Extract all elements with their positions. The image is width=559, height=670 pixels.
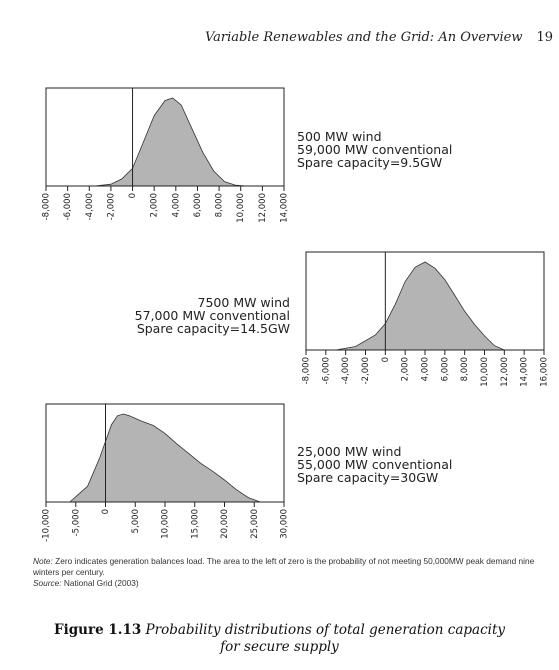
distribution-area [335,261,505,351]
tick-label: -6,000 [321,357,331,384]
panel-1-conventional: 59,000 MW conventional [297,142,453,157]
caption-text-1: Probability distributions of total gener… [145,622,505,638]
tick-label: 10,000 [161,509,171,539]
tick-label: 25,000 [250,509,260,539]
panel-1-wind: 500 MW wind [297,129,382,144]
chart-panel-1: -8,000 -6,000 -4,000 -2,000 0 2,000 4,000 6,000… [42,87,290,223]
tick-label: 14,000 [280,193,290,223]
tick-label: 6,000 [440,357,450,381]
note-text: Zero indicates generation balances load.… [33,556,535,577]
panel-3-conventional: 55,000 MW conventional [297,457,453,472]
tick-label: 2,000 [150,193,160,217]
caption-line-2: for secure supply [0,639,559,656]
panel-3-spare-capacity: Spare capacity=30GW [297,470,439,485]
panel-3-label: 25,000 MW wind 55,000 MW conventional Sp… [297,445,452,484]
panel-2-wind: 7500 MW wind [197,295,290,310]
tick-label: 10,000 [480,357,490,387]
tick-label: -8,000 [302,357,312,384]
tick-label: -8,000 [42,193,52,220]
tick-label: -4,000 [85,193,95,220]
tick-label: 20,000 [220,509,230,539]
tick-label: 0 [381,357,391,362]
note-label: Note: [33,556,53,566]
chart-panel-2: -8,000 -6,000 -4,000 -2,000 0 2,000 4,000 6,000… [302,251,550,387]
tick-label: 0 [101,509,111,514]
page-number: 19 [536,30,553,45]
panel-1-label: 500 MW wind 59,000 MW conventional Spare… [297,130,452,169]
source-label: Source: [33,578,62,588]
tick-label: -5,000 [71,509,81,536]
figure-label: Figure 1.13 [54,622,142,638]
note-line: Note: Zero indicates generation balances… [33,556,553,578]
tick-label: -4,000 [341,357,351,384]
panel-1-spare-capacity: Spare capacity=9.5GW [297,155,443,170]
tick-label: 0 [128,193,138,198]
caption-text-2: for secure supply [220,639,339,655]
tick-label: -10,000 [42,509,52,542]
figure-caption: Figure 1.13 Probability distributions of… [0,622,559,656]
tick-label: 10,000 [236,193,246,223]
tick-label: -6,000 [63,193,73,220]
tick-label: 15,000 [190,509,200,539]
panel-3-wind: 25,000 MW wind [297,444,402,459]
caption-line-1: Figure 1.13 Probability distributions of… [0,622,559,639]
tick-label: -2,000 [106,193,116,220]
tick-label: 2,000 [401,357,411,381]
tick-label: -2,000 [361,357,371,384]
chart-panel-3: -10,000 -5,000 0 5,000 10,000 15,000 20,000 25,… [42,403,290,542]
tick-label: 12,000 [258,193,268,223]
tick-label: 8,000 [215,193,225,217]
tick-label: 12,000 [500,357,510,387]
tick-label: 5,000 [131,509,141,533]
tick-label: 16,000 [540,357,550,387]
tick-label: 14,000 [520,357,530,387]
panel-2-label: 7500 MW wind 57,000 MW conventional Spar… [100,296,290,335]
tick-label: 4,000 [421,357,431,381]
panel-2-spare-capacity: Spare capacity=14.5GW [136,321,290,336]
tick-label: 6,000 [193,193,203,217]
running-title: Variable Renewables and the Grid: An Ove… [204,30,523,45]
panel-2-conventional: 57,000 MW conventional [134,308,290,323]
tick-label: 8,000 [460,357,470,381]
figure-note: Note: Zero indicates generation balances… [33,556,553,589]
tick-label: 4,000 [171,193,181,217]
source-text: National Grid (2003) [63,578,139,588]
source-line: Source: National Grid (2003) [33,578,553,589]
tick-label: 30,000 [280,509,290,539]
distribution-area [68,413,261,503]
distribution-area [94,97,247,187]
running-header: Variable Renewables and the Grid: An Ove… [0,30,553,45]
